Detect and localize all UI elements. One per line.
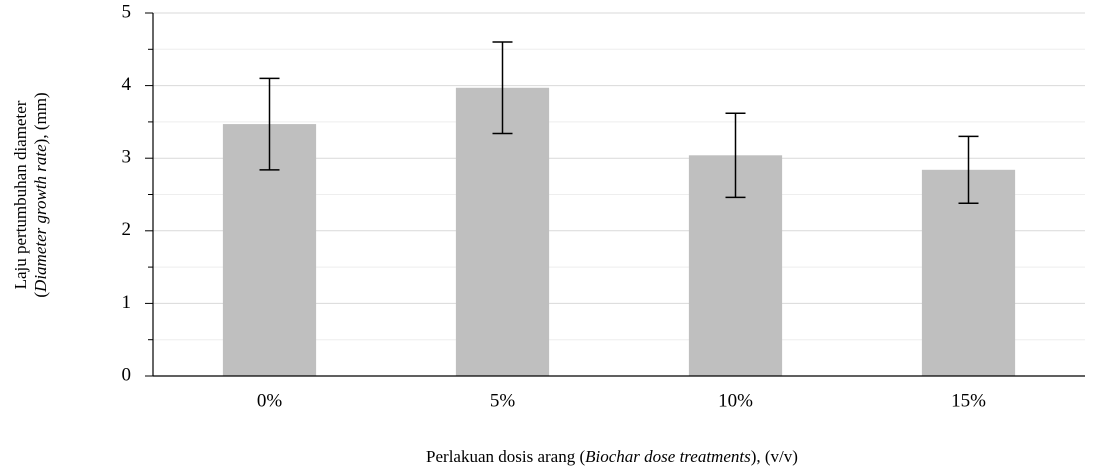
- y-tick-label: 2: [122, 219, 132, 240]
- error-bar: [958, 135, 979, 204]
- error-bar: [492, 41, 513, 135]
- x-tick-label: 5%: [490, 390, 516, 411]
- y-label-line: (Diameter growth rate), (mm): [31, 92, 50, 297]
- error-bar: [725, 112, 746, 199]
- x-tick-label: 15%: [951, 390, 986, 411]
- y-label-part: Laju pertumbuhan diameter: [11, 100, 30, 289]
- error-bar: [259, 77, 280, 171]
- y-axis-label: Laju pertumbuhan diameter (Diameter grow…: [11, 92, 50, 297]
- y-tick-label: 0: [122, 364, 132, 385]
- x-label-part: Biochar dose treatments: [585, 447, 751, 466]
- bar: [455, 87, 550, 376]
- x-tick-label: 10%: [718, 390, 753, 411]
- y-label-part: ), (mm): [31, 92, 50, 144]
- x-label-part: Perlakuan dosis arang (: [426, 447, 585, 466]
- y-label-part: Diameter growth rate: [31, 144, 50, 293]
- y-tick-label: 4: [122, 74, 132, 95]
- x-tick-label: 0%: [257, 390, 283, 411]
- y-tick-label: 3: [122, 147, 132, 168]
- y-label-line: Laju pertumbuhan diameter: [11, 100, 30, 289]
- y-tick-label: 5: [122, 1, 132, 22]
- x-axis-label: Perlakuan dosis arang (Biochar dose trea…: [426, 447, 798, 466]
- y-label-part: (: [31, 292, 50, 298]
- bar: [921, 169, 1016, 376]
- y-tick-label: 1: [122, 292, 132, 313]
- x-label-part: ), (v/v): [751, 447, 798, 466]
